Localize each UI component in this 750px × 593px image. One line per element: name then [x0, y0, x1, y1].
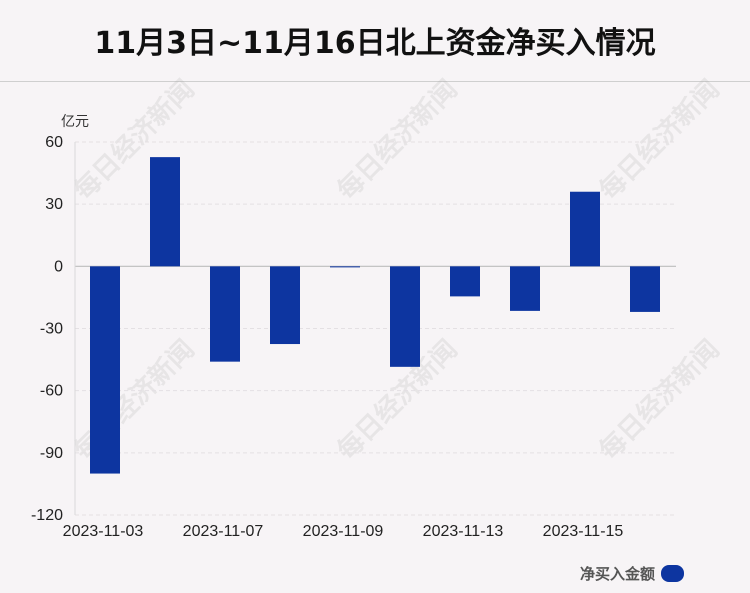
y-tick-label: -120 [31, 507, 63, 524]
bar [90, 266, 120, 474]
x-tick-label: 2023-11-13 [423, 523, 504, 540]
y-tick-label: -30 [40, 321, 63, 338]
x-tick-label: 2023-11-09 [303, 523, 384, 540]
legend: 净买入金额 [580, 563, 684, 584]
legend-label: 净买入金额 [579, 565, 655, 583]
bar [510, 266, 540, 311]
x-tick-label: 2023-11-15 [543, 523, 624, 540]
bar [330, 266, 360, 268]
bar [150, 157, 180, 267]
y-tick-label: 60 [45, 134, 63, 151]
x-tick-label: 2023-11-07 [183, 523, 264, 540]
y-axis-label: 亿元 [61, 113, 89, 129]
bar [390, 266, 420, 367]
bar [270, 266, 300, 345]
bar [210, 266, 240, 362]
legend-swatch [661, 565, 684, 582]
chart-title: 11月3日~11月16日北上资金净买入情况 [94, 26, 656, 61]
bar [630, 266, 660, 312]
y-tick-label: 0 [54, 258, 63, 275]
x-tick-label: 2023-11-03 [63, 523, 144, 540]
y-tick-label: -90 [40, 445, 63, 462]
y-tick-label: -60 [40, 383, 63, 400]
title-divider [0, 81, 750, 82]
bar [450, 266, 480, 297]
bar [570, 191, 600, 267]
y-tick-label: 30 [45, 196, 63, 213]
